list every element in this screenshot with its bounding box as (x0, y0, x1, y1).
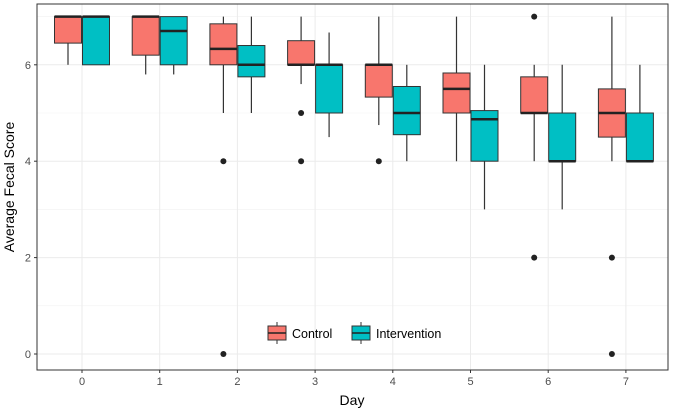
outlier-point (298, 158, 305, 165)
y-axis-label: Average Fecal Score (1, 122, 17, 253)
y-tick-label: 2 (25, 253, 31, 265)
box (625, 112, 654, 162)
box-intervention-day-3 (315, 32, 344, 138)
x-tick-label: 6 (545, 376, 551, 388)
x-tick-label: 4 (390, 376, 396, 388)
box-control-day-3 (287, 16, 316, 165)
box (131, 16, 160, 56)
legend-label-control: Control (292, 327, 332, 341)
plot-panel-border (36, 3, 669, 371)
box (364, 64, 393, 98)
box-intervention-day-1 (159, 16, 188, 75)
x-tick-label: 5 (467, 376, 473, 388)
outlier-point (608, 254, 615, 261)
box (237, 45, 266, 78)
y-tick-label: 6 (25, 60, 31, 72)
box-intervention-day-7 (625, 64, 654, 163)
outlier-point (375, 158, 382, 165)
outlier-point (531, 13, 538, 20)
box-control-day-7 (597, 16, 626, 357)
box (82, 16, 110, 66)
x-tick-label: 3 (312, 376, 318, 388)
outlier-point (220, 351, 227, 357)
y-tick-label: 0 (25, 349, 31, 361)
box-control-day-4 (364, 16, 393, 165)
legend: Control Intervention (267, 322, 441, 344)
outlier-point (220, 158, 227, 165)
x-tick-label: 7 (623, 376, 629, 388)
box (54, 16, 82, 44)
box (442, 72, 471, 114)
outlier-point (531, 254, 538, 261)
x-axis-label: Day (340, 392, 365, 408)
y-tick-label: 4 (25, 156, 31, 168)
outlier-point (608, 351, 615, 357)
box-control-day-1 (131, 15, 160, 75)
outlier-point (298, 110, 305, 116)
box-intervention-day-2 (237, 16, 266, 113)
box-control-day-6 (520, 13, 549, 261)
box-intervention-day-5 (470, 64, 499, 210)
box-intervention-day-0 (82, 15, 110, 66)
box-control-day-2 (209, 16, 238, 357)
x-tick-label: 1 (157, 376, 163, 388)
box (520, 76, 549, 114)
box-control-day-5 (442, 16, 471, 162)
box (548, 112, 577, 162)
box (287, 40, 316, 66)
box (159, 16, 188, 66)
x-tick-label: 0 (79, 376, 85, 388)
x-tick-label: 2 (234, 376, 240, 388)
box (209, 23, 238, 66)
box-intervention-day-4 (392, 64, 421, 162)
legend-label-intervention: Intervention (376, 327, 441, 341)
box (392, 85, 421, 136)
box-control-day-0 (54, 15, 82, 65)
box-intervention-day-6 (548, 64, 577, 210)
plot-background (37, 4, 668, 370)
box (315, 64, 344, 114)
